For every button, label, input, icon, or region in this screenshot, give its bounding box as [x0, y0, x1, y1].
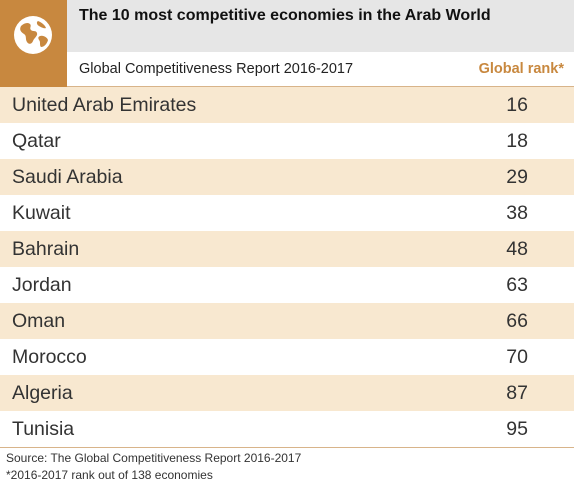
- subtitle-band: Global Competitiveness Report 2016-2017 …: [67, 52, 574, 87]
- country-name: Morocco: [12, 346, 87, 368]
- global-rank-value: 38: [506, 202, 528, 224]
- global-rank-value: 29: [506, 166, 528, 188]
- country-name: Tunisia: [12, 418, 75, 440]
- source-note: Source: The Global Competitiveness Repor…: [6, 451, 302, 465]
- table-row: Tunisia 95: [0, 411, 574, 447]
- country-name: Qatar: [12, 130, 61, 152]
- country-name: Bahrain: [12, 238, 80, 260]
- global-rank-value: 66: [506, 310, 528, 332]
- table-row: Morocco 70: [0, 339, 574, 375]
- country-name: Kuwait: [12, 202, 71, 224]
- country-name: United Arab Emirates: [12, 94, 197, 116]
- global-rank-value: 16: [506, 94, 528, 116]
- report-subtitle: Global Competitiveness Report 2016-2017: [79, 61, 354, 77]
- global-rank-value: 70: [506, 346, 528, 368]
- country-name: Saudi Arabia: [12, 166, 123, 188]
- ranking-table: United Arab Emirates 16 Qatar 18 Saudi Arabi…: [0, 87, 574, 447]
- global-rank-value: 63: [506, 274, 528, 296]
- table-row: Kuwait 38: [0, 195, 574, 231]
- logo-box: [0, 0, 67, 87]
- globe-icon: [14, 16, 52, 54]
- table-row: Oman 66: [0, 303, 574, 339]
- global-rank-value: 48: [506, 238, 528, 260]
- page-title: The 10 most competitive economies in the…: [79, 7, 491, 24]
- table-row: Bahrain 48: [0, 231, 574, 267]
- table-row: Algeria 87: [0, 375, 574, 411]
- global-rank-value: 95: [506, 418, 528, 440]
- table-row: Qatar 18: [0, 123, 574, 159]
- country-name: Jordan: [12, 274, 72, 296]
- rank-column-header: Global rank*: [478, 61, 564, 77]
- country-name: Algeria: [12, 382, 73, 404]
- table-row: United Arab Emirates 16: [0, 87, 574, 123]
- title-band: The 10 most competitive economies in the…: [67, 0, 574, 52]
- global-rank-value: 87: [506, 382, 528, 404]
- footnote: *2016-2017 rank out of 138 economies: [6, 468, 213, 482]
- country-name: Oman: [12, 310, 66, 332]
- footer-divider: [0, 447, 574, 448]
- table-row: Jordan 63: [0, 267, 574, 303]
- table-row: Saudi Arabia 29: [0, 159, 574, 195]
- global-rank-value: 18: [506, 130, 528, 152]
